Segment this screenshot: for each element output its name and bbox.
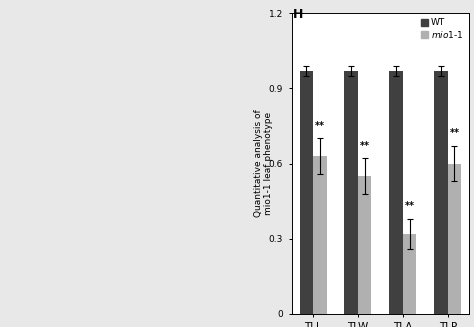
Legend: WT, $mio1$-$1$: WT, $mio1$-$1$ bbox=[420, 18, 465, 41]
Y-axis label: Quantitative analysis of
mio1-1 leaf phenotype: Quantitative analysis of mio1-1 leaf phe… bbox=[254, 110, 273, 217]
Bar bbox=[403, 234, 416, 314]
Text: **: ** bbox=[360, 141, 370, 151]
Bar bbox=[434, 71, 448, 314]
Bar bbox=[345, 71, 358, 314]
Text: **: ** bbox=[315, 121, 325, 131]
Bar bbox=[448, 164, 461, 314]
Text: H: H bbox=[292, 8, 303, 21]
Text: **: ** bbox=[449, 129, 459, 138]
Bar bbox=[358, 176, 372, 314]
Bar bbox=[313, 156, 327, 314]
Text: **: ** bbox=[405, 201, 415, 211]
Bar bbox=[389, 71, 403, 314]
Bar bbox=[300, 71, 313, 314]
